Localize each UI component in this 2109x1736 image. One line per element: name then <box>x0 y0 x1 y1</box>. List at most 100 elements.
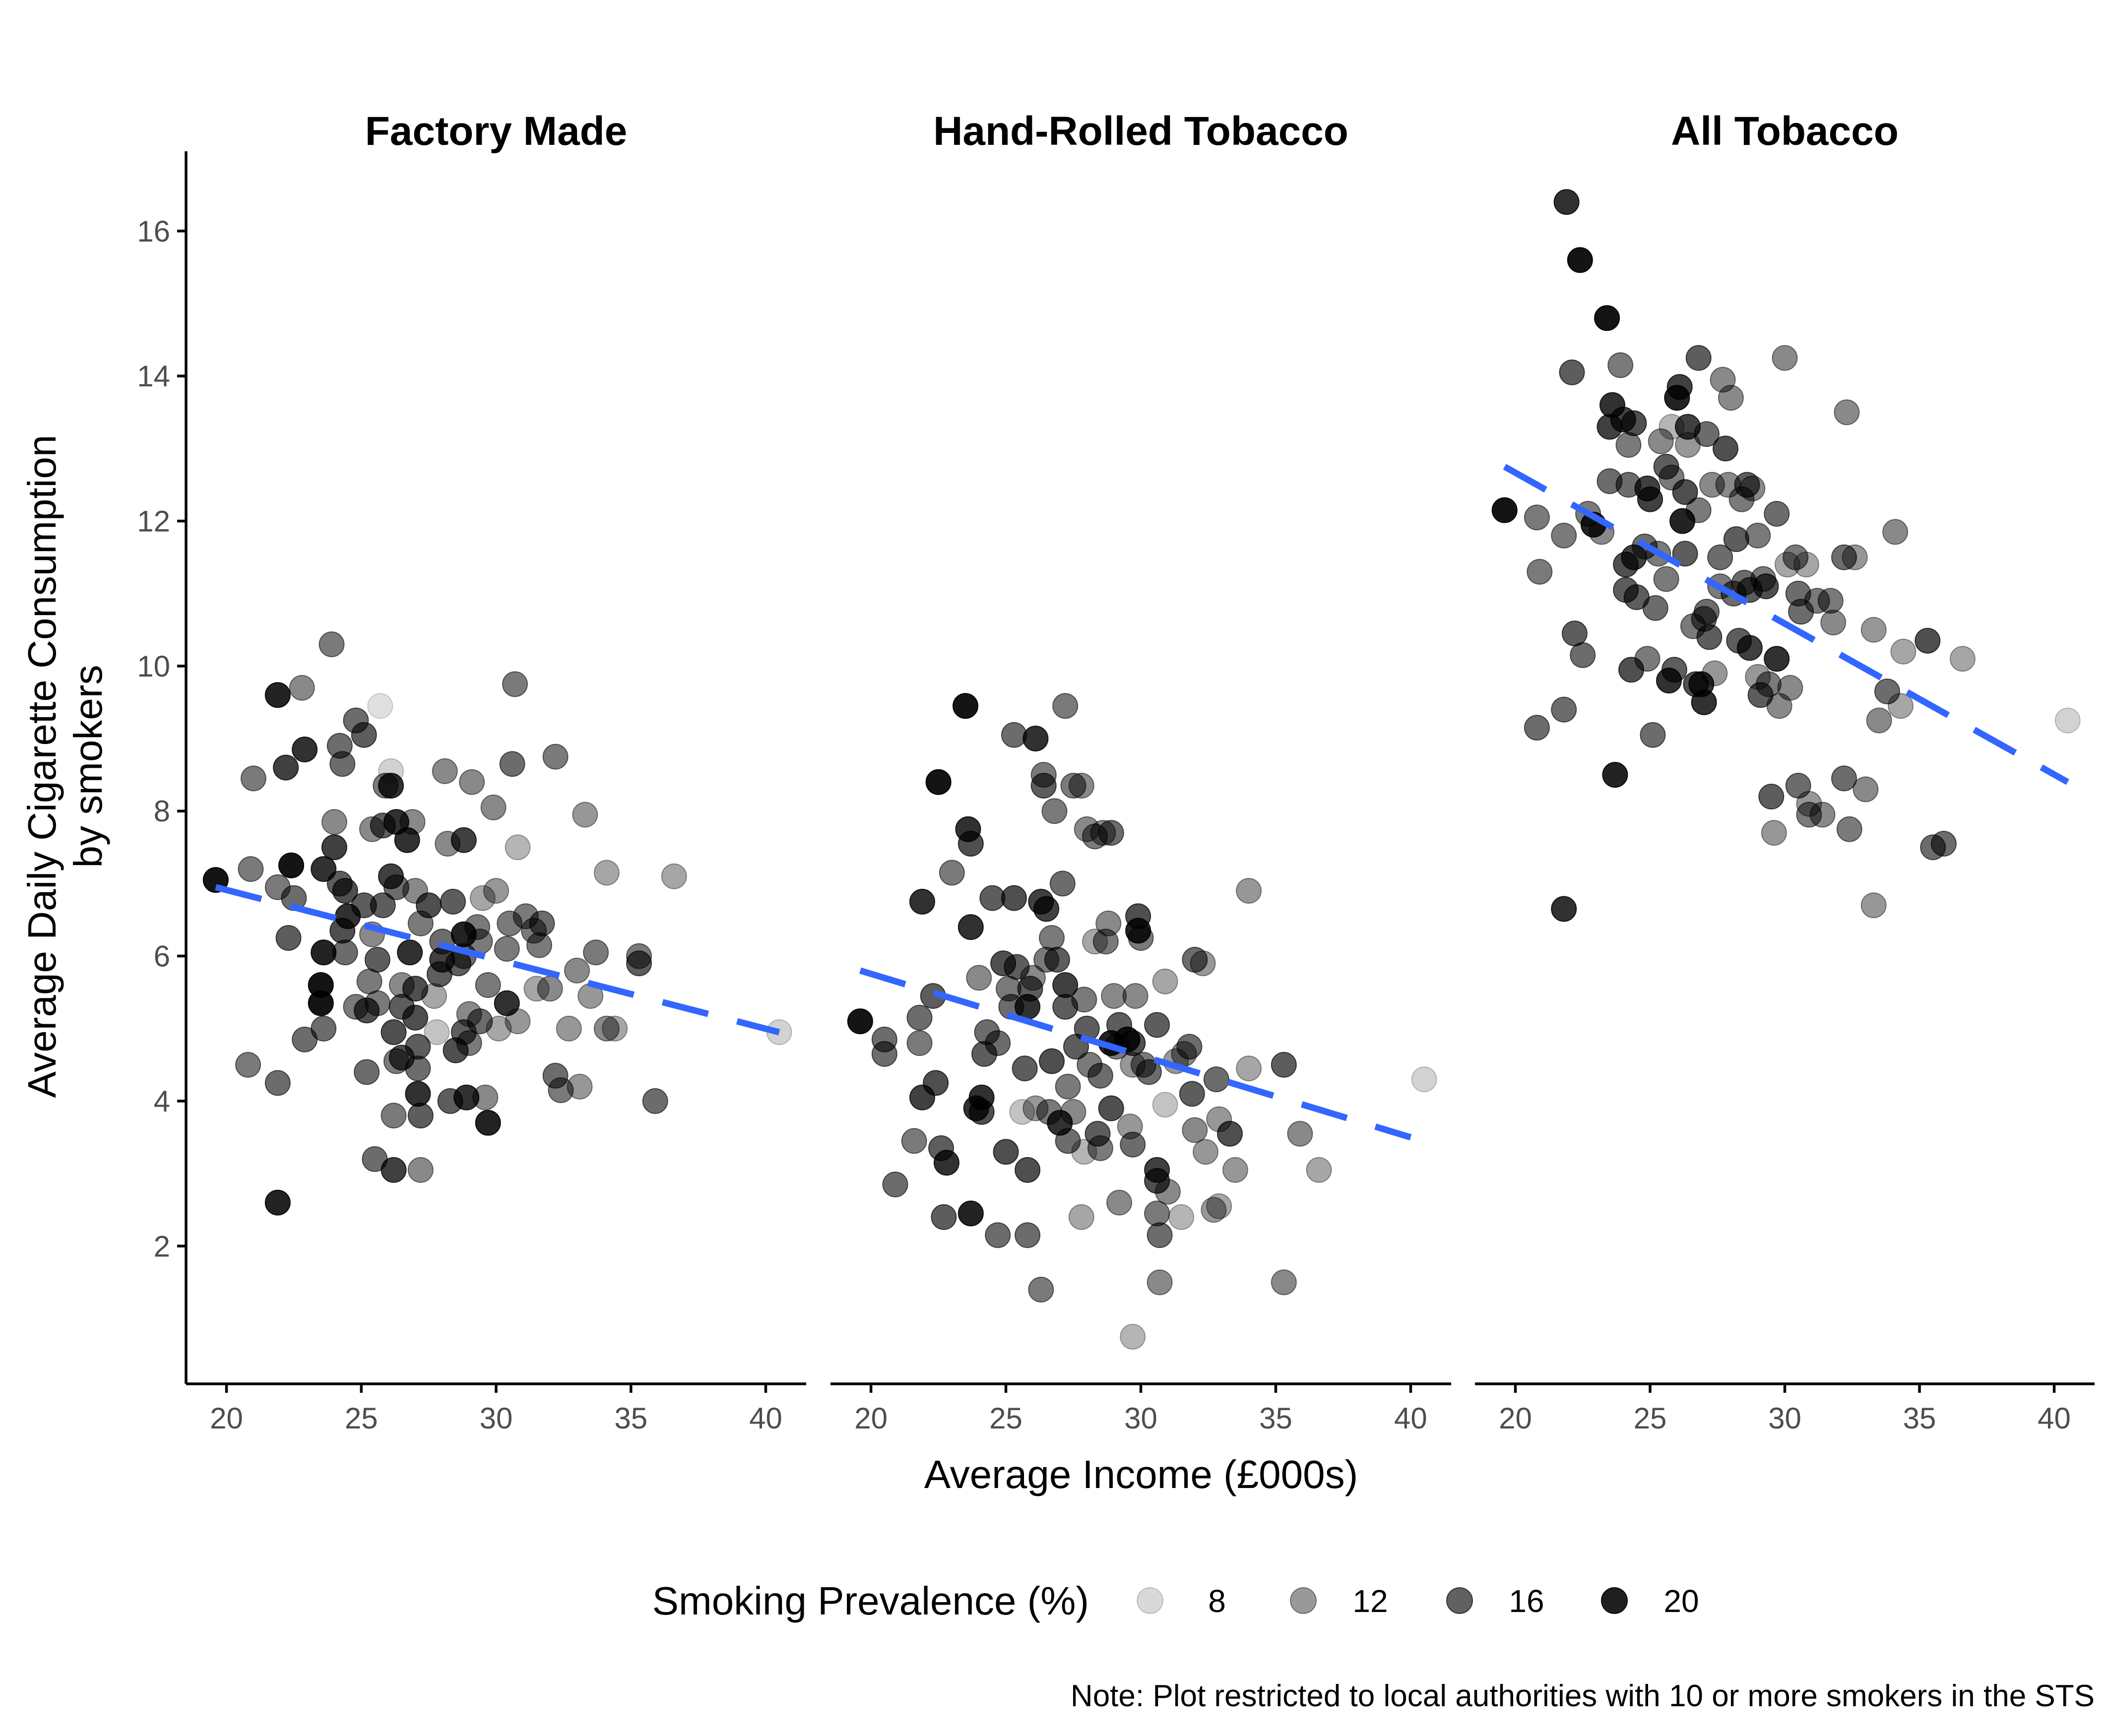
data-point <box>329 751 356 777</box>
data-point <box>1551 696 1577 723</box>
data-point <box>1723 526 1749 552</box>
data-point <box>626 943 652 969</box>
data-point <box>240 765 266 792</box>
data-point <box>1144 1012 1170 1038</box>
data-point <box>1637 486 1663 512</box>
x-tick-label: 30 <box>1124 1402 1157 1435</box>
data-point <box>1012 1055 1038 1082</box>
data-point <box>486 1015 512 1042</box>
data-point <box>450 827 477 853</box>
panel-3: All Tobacco 20 25 30 35 40 <box>1475 109 2095 1435</box>
x-tick-label: 25 <box>1634 1402 1667 1435</box>
data-point <box>1147 1222 1173 1248</box>
data-point <box>1168 1204 1195 1230</box>
data-point <box>494 935 520 962</box>
data-point <box>1527 558 1553 585</box>
y-tick-label: 4 <box>154 1085 170 1118</box>
data-point <box>1144 1200 1170 1227</box>
data-point <box>321 834 347 861</box>
data-point <box>1182 946 1208 973</box>
data-point <box>1648 428 1674 454</box>
legend-label: 16 <box>1509 1583 1544 1619</box>
data-point <box>1661 657 1687 683</box>
data-point <box>642 1088 668 1114</box>
data-point <box>1087 1062 1113 1089</box>
legend: Smoking Prevalence (%) 8 12 16 20 <box>652 1579 1699 1623</box>
data-point <box>1777 675 1803 701</box>
data-point <box>1055 1073 1081 1100</box>
data-point <box>278 852 304 878</box>
data-point <box>1015 1157 1041 1183</box>
data-point <box>1734 472 1760 498</box>
x-tick-label: 30 <box>480 1402 513 1435</box>
x-tick-label: 40 <box>2038 1402 2071 1435</box>
x-tick-label: 35 <box>1259 1402 1292 1435</box>
data-point <box>1524 715 1550 741</box>
x-tick-label: 30 <box>1768 1402 1801 1435</box>
data-point <box>1179 1081 1205 1107</box>
data-point <box>1764 646 1790 672</box>
data-point <box>1271 1052 1297 1078</box>
data-point <box>1206 1193 1232 1219</box>
data-point <box>1306 1157 1332 1183</box>
y-axis-title-line-2: by smokers <box>66 665 110 868</box>
data-point <box>1152 968 1178 994</box>
y-tick-label: 6 <box>154 940 170 973</box>
scatter-points <box>202 631 792 1216</box>
data-point <box>381 1157 407 1183</box>
data-point <box>1634 646 1661 672</box>
data-point <box>1713 435 1738 462</box>
x-tick-label: 40 <box>1394 1402 1427 1435</box>
data-point <box>1809 802 1836 828</box>
data-point <box>483 878 509 904</box>
data-point <box>1087 1135 1113 1161</box>
panel-title: All Tobacco <box>1671 109 1899 154</box>
data-point <box>572 802 598 828</box>
data-point <box>2054 707 2081 734</box>
data-point <box>1796 802 1822 828</box>
data-point <box>321 809 347 835</box>
data-point <box>1176 1034 1203 1060</box>
data-point <box>370 892 396 919</box>
data-point <box>264 1189 291 1216</box>
data-point <box>1755 671 1782 697</box>
data-point <box>1570 642 1596 668</box>
data-point <box>966 965 992 991</box>
data-point <box>480 794 507 820</box>
data-point <box>523 976 550 1002</box>
data-point <box>453 1084 480 1111</box>
data-point <box>1095 910 1122 936</box>
data-point <box>985 1222 1011 1248</box>
data-point <box>923 1070 949 1096</box>
x-tick-label: 25 <box>989 1402 1023 1435</box>
data-point <box>1860 617 1887 643</box>
panels: Factory Made 20 25 30 35 40 2 4 6 8 10 12 14 16 Hand-R… <box>137 109 2095 1435</box>
data-point <box>985 1030 1011 1056</box>
data-point <box>1874 679 1900 704</box>
data-point <box>906 1030 933 1056</box>
data-point <box>939 860 965 886</box>
data-point <box>901 1128 927 1154</box>
data-point <box>1793 552 1819 578</box>
data-point <box>1271 1269 1297 1296</box>
data-point <box>319 631 345 657</box>
data-point <box>1236 878 1262 904</box>
data-point <box>1642 595 1668 621</box>
data-point <box>402 976 428 1002</box>
data-point <box>1553 189 1580 215</box>
data-point <box>383 874 409 900</box>
data-point <box>381 1019 407 1045</box>
data-point <box>1764 500 1790 527</box>
data-point <box>1772 345 1798 371</box>
data-point <box>1758 784 1785 809</box>
data-point <box>1122 983 1149 1009</box>
data-point <box>1672 479 1698 505</box>
panel-1: Factory Made 20 25 30 35 40 2 4 6 8 10 12 14 16 <box>137 109 806 1435</box>
data-point <box>1607 352 1634 378</box>
data-point <box>1060 1099 1086 1125</box>
data-point <box>1836 816 1862 842</box>
data-point <box>332 878 358 904</box>
data-point <box>440 888 466 915</box>
data-point <box>421 983 447 1009</box>
y-tick-label: 2 <box>154 1230 170 1263</box>
